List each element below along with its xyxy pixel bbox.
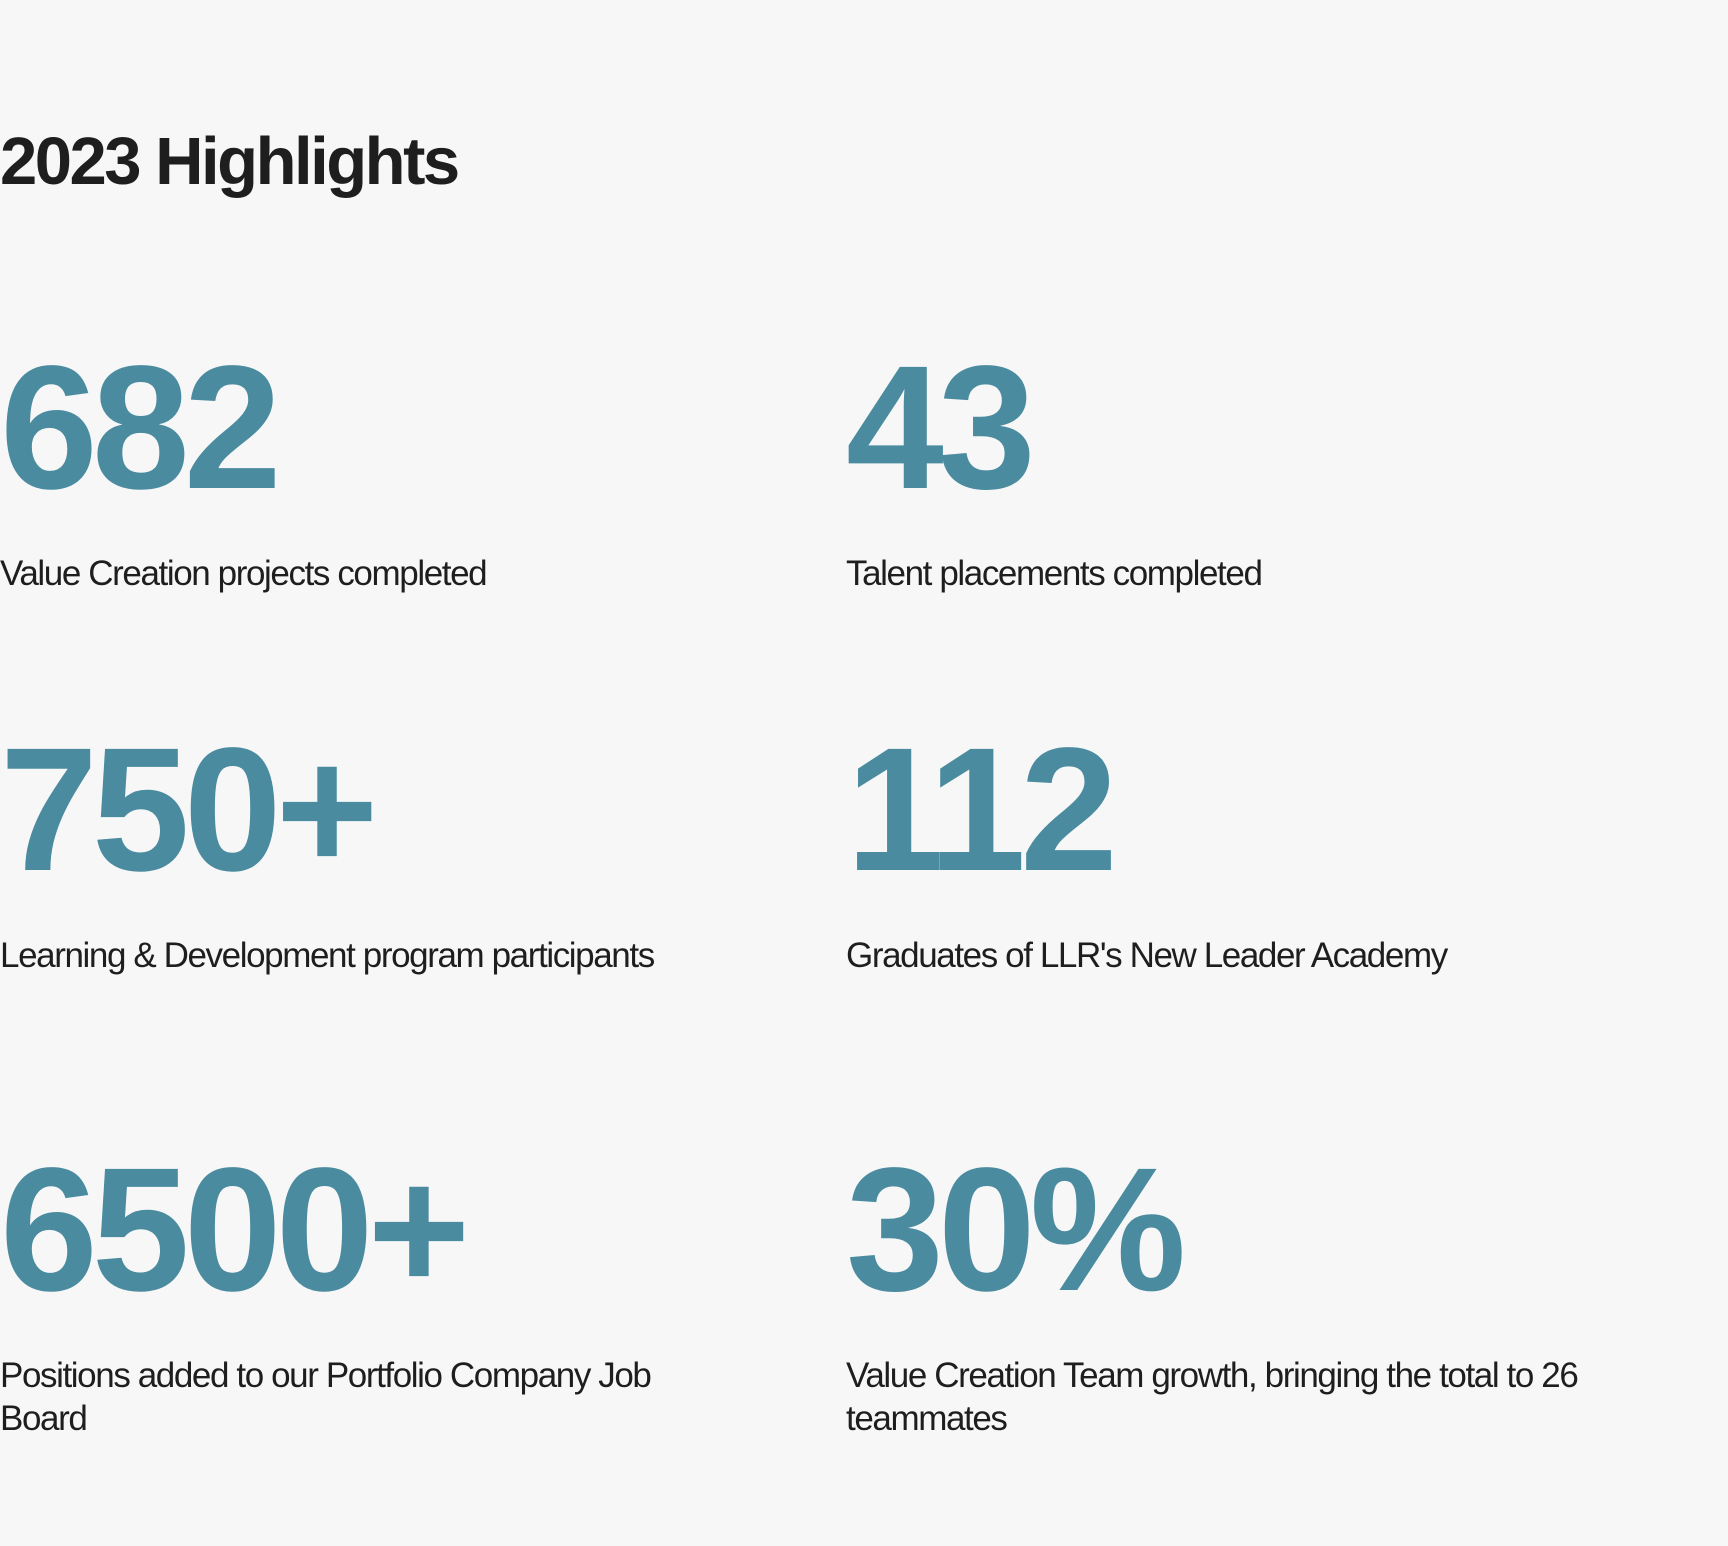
stat-label: Graduates of LLR's New Leader Academy <box>846 936 1448 975</box>
stat-label: Talent placements completed <box>846 554 1263 593</box>
stat-value: 750+ <box>0 712 378 908</box>
stat-value: 682 <box>0 330 282 526</box>
stat-label: Value Creation projects completed <box>0 554 488 593</box>
stat-value: 112 <box>846 712 1118 908</box>
highlight-talent-placements: 43 Talent placements completed <box>846 340 1606 595</box>
highlight-value-creation-projects: 682 Value Creation projects completed <box>0 340 760 595</box>
stat-value: 43 <box>846 330 1036 526</box>
highlight-new-leader-academy: 112 Graduates of LLR's New Leader Academ… <box>846 722 1606 977</box>
stat-label: Positions added to our Portfolio Company… <box>0 1356 652 1438</box>
stat-label: Value Creation Team growth, bringing the… <box>846 1356 1579 1438</box>
stat-label: Learning & Development program participa… <box>0 936 655 975</box>
highlight-team-growth: 30% Value Creation Team growth, bringing… <box>846 1142 1606 1440</box>
page-title: 2023 Highlights <box>0 124 460 199</box>
stat-value: 30% <box>846 1132 1186 1328</box>
highlight-job-board-positions: 6500+ Positions added to our Portfolio C… <box>0 1142 760 1440</box>
stat-value: 6500+ <box>0 1132 470 1328</box>
highlight-learning-development: 750+ Learning & Development program part… <box>0 722 760 977</box>
